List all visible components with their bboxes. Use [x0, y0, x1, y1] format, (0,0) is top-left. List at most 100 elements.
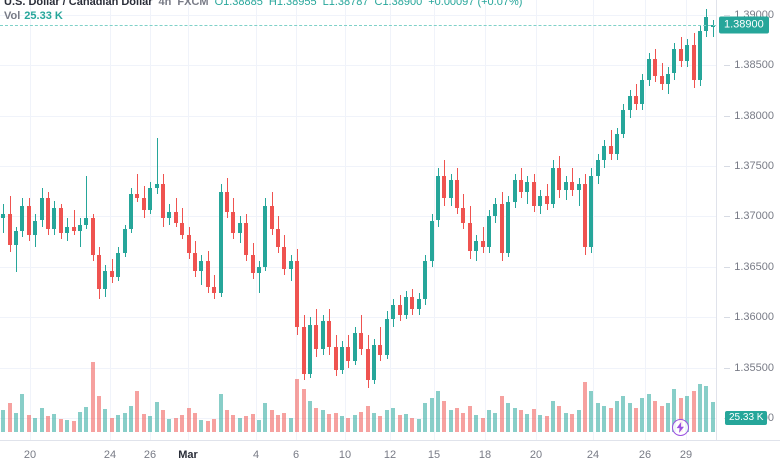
candle-body[interactable]: [20, 206, 25, 231]
candle-body[interactable]: [499, 204, 504, 253]
candle-body[interactable]: [448, 180, 453, 199]
candle-body[interactable]: [109, 270, 114, 277]
candle-body[interactable]: [359, 333, 364, 350]
candle-body[interactable]: [634, 95, 639, 104]
candle-body[interactable]: [397, 305, 402, 316]
candle-body[interactable]: [653, 59, 658, 76]
candle-body[interactable]: [563, 182, 568, 191]
candle-body[interactable]: [141, 198, 146, 211]
candle-body[interactable]: [550, 168, 555, 205]
candle-body[interactable]: [173, 212, 178, 223]
candle-body[interactable]: [52, 208, 57, 229]
candle-body[interactable]: [103, 270, 108, 289]
candle-body[interactable]: [666, 73, 671, 84]
candle-body[interactable]: [544, 196, 549, 205]
candle-body[interactable]: [582, 184, 587, 247]
candle-body[interactable]: [646, 59, 651, 80]
lightning-bolt-icon[interactable]: [672, 419, 689, 436]
candle-body[interactable]: [403, 297, 408, 316]
candle-body[interactable]: [224, 192, 229, 213]
candle-body[interactable]: [295, 260, 300, 328]
candle-body[interactable]: [704, 17, 709, 32]
candle-body[interactable]: [90, 218, 95, 255]
candle-body[interactable]: [602, 145, 607, 161]
candle-body[interactable]: [416, 299, 421, 310]
candle-body[interactable]: [371, 345, 376, 380]
candle-body[interactable]: [314, 325, 319, 350]
candle-body[interactable]: [365, 349, 370, 380]
candle-body[interactable]: [512, 180, 517, 203]
candle-body[interactable]: [7, 214, 12, 245]
candle-body[interactable]: [659, 75, 664, 84]
candle-body[interactable]: [167, 212, 172, 219]
candle-body[interactable]: [346, 347, 351, 362]
candle-body[interactable]: [442, 176, 447, 199]
candle-body[interactable]: [531, 182, 536, 207]
candle-body[interactable]: [557, 168, 562, 191]
candle-body[interactable]: [467, 222, 472, 251]
candle-body[interactable]: [493, 204, 498, 217]
candle-body[interactable]: [474, 240, 479, 251]
candle-body[interactable]: [678, 49, 683, 62]
candle-body[interactable]: [570, 182, 575, 191]
candle-body[interactable]: [480, 240, 485, 247]
price-pane[interactable]: [0, 0, 716, 440]
price-axis[interactable]: 1.39000 1.38500 1.38000 1.37500 1.37000 1.365…: [716, 0, 780, 440]
candle-body[interactable]: [13, 230, 18, 245]
candle-body[interactable]: [186, 234, 191, 253]
current-price-badge[interactable]: 1.38900: [719, 16, 769, 34]
candle-body[interactable]: [288, 260, 293, 269]
candle-body[interactable]: [116, 252, 121, 277]
candle-body[interactable]: [384, 319, 389, 356]
candle-body[interactable]: [205, 260, 210, 287]
candle-body[interactable]: [391, 305, 396, 320]
candle-body[interactable]: [698, 31, 702, 80]
candle-body[interactable]: [192, 252, 197, 271]
candle-body[interactable]: [308, 325, 313, 374]
candle-body[interactable]: [614, 133, 619, 155]
candle-body[interactable]: [519, 180, 523, 193]
candle-body[interactable]: [340, 347, 344, 370]
candle-body[interactable]: [461, 208, 466, 223]
candle-body[interactable]: [97, 254, 102, 289]
candle-body[interactable]: [71, 226, 76, 231]
candle-body[interactable]: [525, 182, 530, 193]
candle-body[interactable]: [122, 228, 127, 253]
candle-body[interactable]: [506, 202, 511, 253]
candle-body[interactable]: [410, 297, 415, 310]
time-axis[interactable]: 20 24 26 Mar 4 6 10 12 15 18 20 24 26 29: [0, 440, 780, 470]
candle-body[interactable]: [129, 194, 134, 229]
interval-label[interactable]: 4h: [158, 0, 172, 8]
candle-body[interactable]: [589, 176, 594, 247]
candle-body[interactable]: [333, 347, 338, 370]
candle-body[interactable]: [627, 95, 632, 110]
candle-body[interactable]: [276, 228, 281, 247]
candle-body[interactable]: [26, 206, 31, 235]
candle-body[interactable]: [244, 222, 249, 255]
candle-body[interactable]: [58, 208, 63, 233]
candle-body[interactable]: [352, 333, 357, 362]
candle-body[interactable]: [148, 188, 153, 211]
candle-body[interactable]: [327, 321, 332, 348]
candle-body[interactable]: [84, 218, 89, 225]
candle-body[interactable]: [212, 286, 217, 293]
candle-body[interactable]: [231, 212, 236, 233]
candle-body[interactable]: [378, 345, 383, 356]
candle-body[interactable]: [135, 194, 140, 199]
candle-body[interactable]: [39, 198, 44, 221]
candle-body[interactable]: [1, 214, 6, 219]
candle-body[interactable]: [435, 176, 440, 221]
candle-body[interactable]: [282, 246, 287, 269]
candle-body[interactable]: [455, 180, 460, 209]
candle-body[interactable]: [320, 321, 325, 350]
volume-value-badge[interactable]: 25.33 K: [725, 411, 768, 425]
candle-body[interactable]: [640, 79, 645, 104]
candle-body[interactable]: [250, 254, 255, 273]
candle-body[interactable]: [199, 260, 204, 271]
symbol-title[interactable]: U.S. Dollar / Canadian Dollar: [4, 0, 153, 8]
candle-body[interactable]: [487, 216, 492, 247]
candle-body[interactable]: [429, 220, 434, 261]
candle-body[interactable]: [423, 260, 428, 300]
candle-body[interactable]: [218, 192, 223, 293]
candle-body[interactable]: [33, 220, 38, 235]
